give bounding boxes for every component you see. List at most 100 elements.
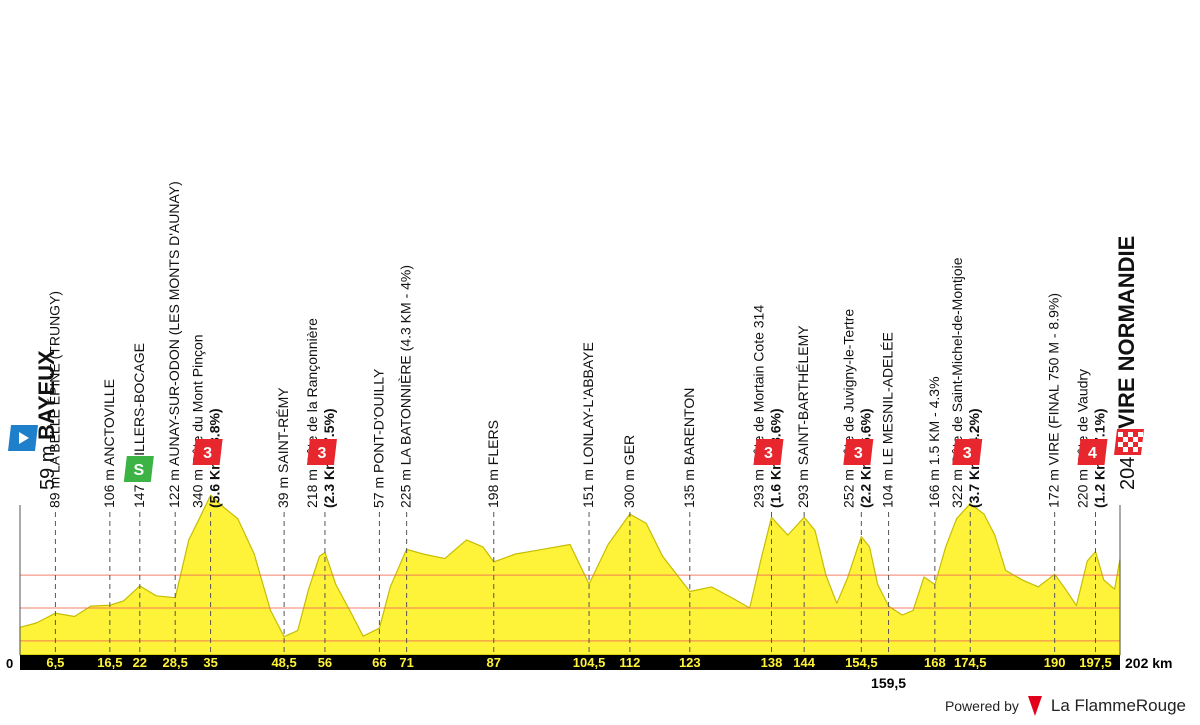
checkpoint-altitude: 39 m — [275, 473, 291, 508]
checkpoint-altitude: 293 m — [795, 465, 811, 508]
x-tick-label: 48,5 — [271, 655, 296, 670]
x-tick-label: 112 — [619, 655, 640, 670]
checker-cell — [1133, 447, 1138, 452]
checkpoint-label: 151 m LONLAY-L'ABBAYE — [580, 342, 596, 508]
checkpoint-name: LA BATONNIÈRE (4.3 KM - 4%) — [398, 265, 414, 465]
flame-logo-icon — [1027, 696, 1042, 716]
x-tick-label: 190 — [1044, 655, 1066, 670]
checkpoint-altitude: 151 m — [580, 465, 596, 508]
checkpoint-label: 198 m FLERS — [485, 420, 501, 508]
brand-name: La FlammeRouge — [1050, 696, 1186, 715]
x-tick-label: 71 — [399, 655, 413, 670]
checkpoint-name: VILLERS-BOCAGE — [131, 343, 147, 465]
x-tick-label: 28,5 — [163, 655, 188, 670]
checkpoint-name: Côte de la Rançonnière — [304, 318, 320, 465]
checkpoint-label: 225 m LA BATONNIÈRE (4.3 KM - 4%) — [398, 265, 414, 508]
checker-cell — [1123, 447, 1128, 452]
kom-badge-category: 3 — [764, 445, 773, 462]
checkpoint-name: VIRE (FINAL 750 M - 8.9%) — [1046, 293, 1062, 465]
checkpoint-name: LA BELLE ÉPINE (TRUNGY) — [46, 291, 62, 473]
checkpoint-label: 104 m LE MESNIL-ADELÉE — [880, 332, 896, 508]
checkpoint-label: 59 m BAYEUX — [34, 350, 59, 490]
checkpoint-altitude: 106 m — [101, 466, 117, 508]
checkpoint-altitude: 220 m — [1074, 465, 1090, 508]
checkpoint-altitude: 218 m — [304, 465, 320, 508]
checkpoint-name: SAINT-BARTHÉLEMY — [795, 325, 811, 465]
x-tick-label: 87 — [487, 655, 501, 670]
powered-by-footer: Powered by La FlammeRouge — [945, 693, 1186, 719]
kom-badge-category: 4 — [1088, 445, 1097, 462]
checkpoint-name: LE MESNIL-ADELÉE — [880, 332, 896, 465]
checkpoint-label: 340 m Côte du Mont Pinçon(5.6 Km - 3.8%) — [190, 334, 223, 508]
x-start-label: 0 — [6, 656, 13, 671]
x-tick-label: 138 — [761, 655, 783, 670]
checkpoint-name: FLERS — [485, 420, 501, 465]
checker-cell — [1138, 432, 1143, 437]
powered-by-label: Powered by — [944, 698, 1019, 714]
x-tick-label: 22 — [133, 655, 147, 670]
checkpoint-altitude: 122 m — [166, 466, 182, 508]
checkpoint-label: 252 m Côte de Juvigny-le-Tertre(2.2 Km -… — [840, 309, 873, 508]
checkpoint-name: Côte de Saint-Michel-de-Montjoie — [949, 257, 965, 465]
checkpoint-altitude: 293 m — [750, 465, 766, 508]
kom-badge-shape — [306, 439, 337, 465]
checkpoint-label: 166 m 1.5 KM - 4.3% — [926, 376, 942, 508]
x-tick-label: 104,5 — [573, 655, 606, 670]
checkpoint-name: Côte de Juvigny-le-Tertre — [840, 309, 856, 466]
kom-badge-shape — [1077, 439, 1108, 465]
checkpoint-label: 122 m AUNAY-SUR-ODON (LES MONTS D'AUNAY) — [166, 181, 182, 508]
checker-cell — [1133, 437, 1138, 442]
checkpoint-name: AUNAY-SUR-ODON (LES MONTS D'AUNAY) — [166, 181, 182, 466]
checkpoint-name: Côte de Mortain Cote 314 — [750, 305, 766, 466]
checkpoint-label: 322 m Côte de Saint-Michel-de-Montjoie(3… — [949, 257, 982, 508]
checkpoint-name: Côte du Mont Pinçon — [190, 334, 206, 465]
start-flag-icon — [8, 425, 38, 451]
checkpoint-name: 1.5 KM - 4.3% — [926, 376, 942, 465]
x-tick-label: 35 — [203, 655, 217, 670]
checkpoint-label: 57 m PONT-D'OUILLY — [370, 368, 386, 508]
checkpoint-name: ANCTOVILLE — [101, 379, 117, 466]
checkpoint-altitude: 252 m — [840, 465, 856, 508]
km-axis-band — [20, 655, 1120, 670]
kom-badge-icon: 3 — [952, 439, 983, 465]
checkpoint-name: SAINT-RÉMY — [275, 387, 291, 473]
x-tick-label: 144 — [793, 655, 815, 670]
x-tick-label: 66 — [372, 655, 386, 670]
checkpoint-label: 220 m Côte de Vaudry(1.2 Km - 7.1%) — [1074, 369, 1107, 508]
checker-cell — [1138, 442, 1143, 447]
kom-badge-icon: 3 — [843, 439, 874, 465]
checkpoint-name: PONT-D'OUILLY — [370, 368, 386, 473]
x-tick-label: 56 — [318, 655, 332, 670]
checkpoint-name: GER — [621, 435, 637, 465]
x-tick-label: 6,5 — [46, 655, 64, 670]
checker-cell — [1123, 437, 1128, 442]
checkpoint-altitude: 104 m — [880, 465, 896, 508]
finish-flag-icon — [1114, 429, 1144, 455]
kom-badge-shape — [753, 439, 784, 465]
checkpoint-label: 293 m Côte de Mortain Cote 314(1.6 Km - … — [750, 305, 783, 508]
checkpoint-label: 147 m VILLERS-BOCAGE — [131, 343, 147, 508]
checkpoint-altitude: 225 m — [398, 465, 414, 508]
checkpoint-altitude: 166 m — [926, 465, 942, 508]
checkpoint-altitude: 57 m — [370, 473, 386, 508]
sprint-badge-letter: S — [133, 462, 144, 479]
x-tick-label: 154,5 — [845, 655, 878, 670]
checkpoint-altitude: 322 m — [949, 465, 965, 508]
checkpoint-name: BARENTON — [681, 388, 697, 466]
kom-badge-shape — [952, 439, 983, 465]
kom-badge-category: 3 — [317, 445, 326, 462]
x-tick-label: 197,5 — [1079, 655, 1112, 670]
kom-badge-category: 3 — [963, 445, 972, 462]
x-tick-label: 123 — [679, 655, 701, 670]
kom-badge-icon: 4 — [1077, 439, 1108, 465]
checker-cell — [1118, 432, 1123, 437]
checkpoint-label: 204 m VIRE NORMANDIE — [1114, 236, 1139, 490]
checkpoint-name: VIRE NORMANDIE — [1114, 236, 1139, 429]
kom-badge-icon: 3 — [192, 439, 223, 465]
checkpoint-altitude: 340 m — [190, 465, 206, 508]
checker-cell — [1118, 442, 1123, 447]
sprint-badge-icon: S — [123, 456, 154, 482]
kom-badge-icon: 3 — [306, 439, 337, 465]
checkpoint-name: LONLAY-L'ABBAYE — [580, 342, 596, 465]
